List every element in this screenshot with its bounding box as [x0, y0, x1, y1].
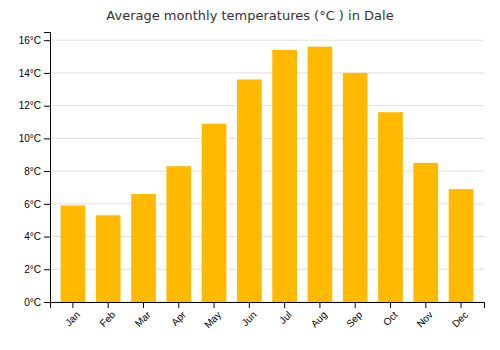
y-axis-line [44, 33, 51, 303]
bar [131, 194, 156, 302]
y-tick: 12°C [19, 100, 50, 111]
x-tick-label: Dec [450, 309, 470, 329]
chart: 0°C 2°C 4°C 6°C 8°C 10°C 12°C 14°C 16°C Jan Feb Mar… [0, 0, 500, 350]
grid [50, 40, 484, 302]
bar [413, 163, 438, 302]
grid-line [50, 72, 484, 73]
y-tick: 16°C [19, 35, 50, 46]
plot: 0°C 2°C 4°C 6°C 8°C 10°C 12°C 14°C 16°C Jan Feb Mar… [19, 33, 485, 331]
x-tick-label: Jan [63, 309, 82, 328]
x-tick: Oct [381, 302, 400, 328]
y-tick-mark [44, 237, 50, 238]
x-tick: Nov [415, 302, 435, 329]
bar [272, 50, 297, 302]
x-tick-mark [178, 302, 179, 308]
y-tick-label: 2°C [24, 264, 41, 275]
x-tick-label: Jun [239, 309, 258, 328]
x-tick: Aug [309, 302, 329, 329]
bars [61, 47, 474, 302]
x-tick-mark [108, 302, 109, 308]
y-tick-label: 16°C [19, 35, 41, 46]
x-tick: Jul [277, 302, 294, 326]
bar [202, 124, 227, 302]
x-tick-label: May [202, 309, 223, 330]
y-tick: 6°C [24, 199, 50, 210]
x-tick-label: Aug [309, 309, 329, 329]
x-tick: Mar [133, 302, 153, 329]
y-tick: 0°C [24, 297, 50, 308]
y-tick-mark [44, 40, 50, 41]
y-tick-label: 14°C [19, 68, 41, 79]
bar [378, 112, 403, 302]
x-tick-label: Oct [381, 309, 400, 328]
x-tick: Dec [450, 302, 470, 329]
x-tick-mark [214, 302, 215, 308]
x-tick-label: Sep [344, 309, 365, 330]
y-tick: 10°C [19, 133, 50, 144]
x-tick-mark [390, 302, 391, 308]
bar [237, 79, 262, 302]
x-tick-mark [425, 302, 426, 308]
x-tick-label: Apr [169, 309, 188, 328]
x-tick-label: Nov [415, 309, 435, 329]
x-tick-mark [249, 302, 250, 308]
x-tick-mark [355, 302, 356, 308]
x-tick: Sep [344, 302, 365, 329]
x-tick-mark [319, 302, 320, 308]
x-tick: Feb [97, 302, 117, 329]
bar [308, 47, 333, 302]
y-tick-mark [44, 269, 50, 270]
y-tick: 8°C [24, 166, 50, 177]
x-tick: Apr [169, 302, 188, 328]
x-tick-label: Mar [133, 309, 153, 329]
grid-line [50, 105, 484, 106]
grid-line [50, 138, 484, 139]
y-tick-mark [44, 106, 50, 107]
y-tick-label: 4°C [24, 231, 41, 242]
x-tick-label: Feb [97, 309, 117, 329]
y-tick: 4°C [24, 231, 50, 242]
grid-line [50, 40, 484, 41]
y-axis: 0°C 2°C 4°C 6°C 8°C 10°C 12°C 14°C 16°C [19, 33, 51, 308]
bar [449, 189, 474, 302]
y-tick-label: 10°C [19, 133, 41, 144]
x-tick-mark [143, 302, 144, 308]
bar [96, 215, 121, 302]
y-tick-mark [44, 302, 50, 303]
y-tick-label: 8°C [24, 166, 41, 177]
x-tick: Jan [63, 302, 82, 328]
x-axis-line [51, 303, 485, 309]
bar [166, 166, 191, 302]
y-tick-label: 0°C [24, 297, 41, 308]
x-tick-mark [461, 302, 462, 308]
y-tick: 14°C [19, 68, 50, 79]
x-axis: Jan Feb Mar Apr May Jun Jul Aug Sep Oct Nov Dec [51, 302, 485, 330]
y-tick-mark [44, 171, 50, 172]
y-tick-mark [44, 204, 50, 205]
x-tick-mark [72, 302, 73, 308]
x-tick: May [202, 302, 223, 330]
y-tick-mark [44, 73, 50, 74]
y-tick: 2°C [24, 264, 50, 275]
bar [61, 205, 86, 302]
bar [343, 73, 368, 302]
title: Average monthly temperatures (°C ) in Da… [106, 8, 393, 23]
x-tick: Jun [239, 302, 258, 328]
x-tick-label: Jul [277, 309, 294, 326]
y-tick-mark [44, 138, 50, 139]
y-tick-label: 12°C [19, 100, 41, 111]
y-tick-label: 6°C [24, 199, 41, 210]
x-tick-mark [284, 302, 285, 308]
